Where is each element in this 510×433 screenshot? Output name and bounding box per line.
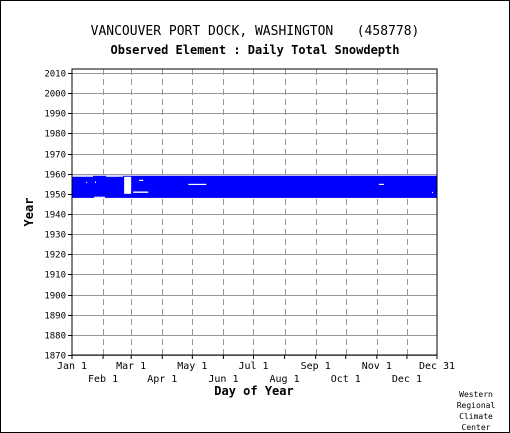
y-tick-label: 1980: [44, 130, 66, 140]
x-tick-label: Jun 1: [208, 374, 238, 385]
y-tick-label: 1920: [44, 251, 66, 261]
plot-border: [71, 68, 438, 356]
x-tick-label: Sep 1: [301, 361, 331, 372]
y-axis-label: Year: [22, 198, 36, 227]
x-tick-label: Oct 1: [331, 374, 361, 385]
y-tick-label: 1960: [44, 171, 66, 181]
chart-subtitle: Observed Element : Daily Total Snowdepth: [110, 43, 400, 57]
y-tick-label: 1990: [44, 110, 66, 120]
y-tick-layer: 1870 1880 1890 1900 1910 1920 1930 1940 1950 1960…: [44, 70, 72, 362]
credit-line: Western: [459, 390, 493, 399]
data-layer: [72, 175, 437, 198]
chart-title: VANCOUVER PORT DOCK, WASHINGTON (458778): [90, 24, 420, 39]
y-tick-label: 1900: [44, 292, 66, 302]
data-gap: [106, 175, 124, 177]
x-tick-layer: Jan 1 Mar 1 May 1 Jul 1 Sep 1 Nov 1 Dec 31 Feb …: [57, 355, 455, 385]
y-tick-label: 1950: [44, 191, 66, 201]
x-tick-label: May 1: [177, 361, 207, 372]
x-tick-label: Nov 1: [362, 361, 392, 372]
credit-line: Climate: [459, 412, 493, 421]
y-tick-label: 1910: [44, 271, 66, 281]
y-tick-label: 1890: [44, 312, 66, 322]
wrcc-credit: Western Regional Climate Center: [448, 389, 504, 433]
data-gap: [86, 181, 88, 183]
y-tick-label: 1880: [44, 332, 66, 342]
data-gap: [431, 191, 433, 194]
x-axis-label: Day of Year: [214, 384, 293, 398]
x-tick-label: Jul 1: [238, 361, 268, 372]
credit-line: Center: [461, 423, 491, 432]
data-gap: [72, 175, 94, 177]
credit-line: Regional: [456, 401, 496, 410]
y-tick-label: 2010: [44, 70, 66, 80]
x-tick-label: Apr 1: [147, 374, 177, 385]
data-gap: [95, 181, 97, 183]
plot-area: [72, 69, 437, 355]
x-tick-label: Jan 1: [57, 361, 87, 372]
data-gap: [124, 176, 132, 194]
data-gap: [188, 183, 207, 186]
y-tick-label: 1870: [44, 352, 66, 362]
y-tick-label: 1940: [44, 211, 66, 221]
y-tick-label: 1930: [44, 231, 66, 241]
data-gap: [133, 191, 149, 193]
x-tick-label: Dec 1: [392, 374, 422, 385]
data-band: [72, 175, 437, 198]
x-tick-label: Mar 1: [116, 361, 146, 372]
data-gap: [378, 183, 384, 186]
data-gap: [94, 196, 106, 198]
y-tick-label: 2000: [44, 90, 66, 100]
y-tick-label: 1970: [44, 151, 66, 161]
data-gap: [139, 179, 144, 181]
x-tick-label: Aug 1: [270, 374, 300, 385]
x-tick-label: Feb 1: [88, 374, 118, 385]
x-tick-label: Dec 31: [419, 361, 455, 372]
